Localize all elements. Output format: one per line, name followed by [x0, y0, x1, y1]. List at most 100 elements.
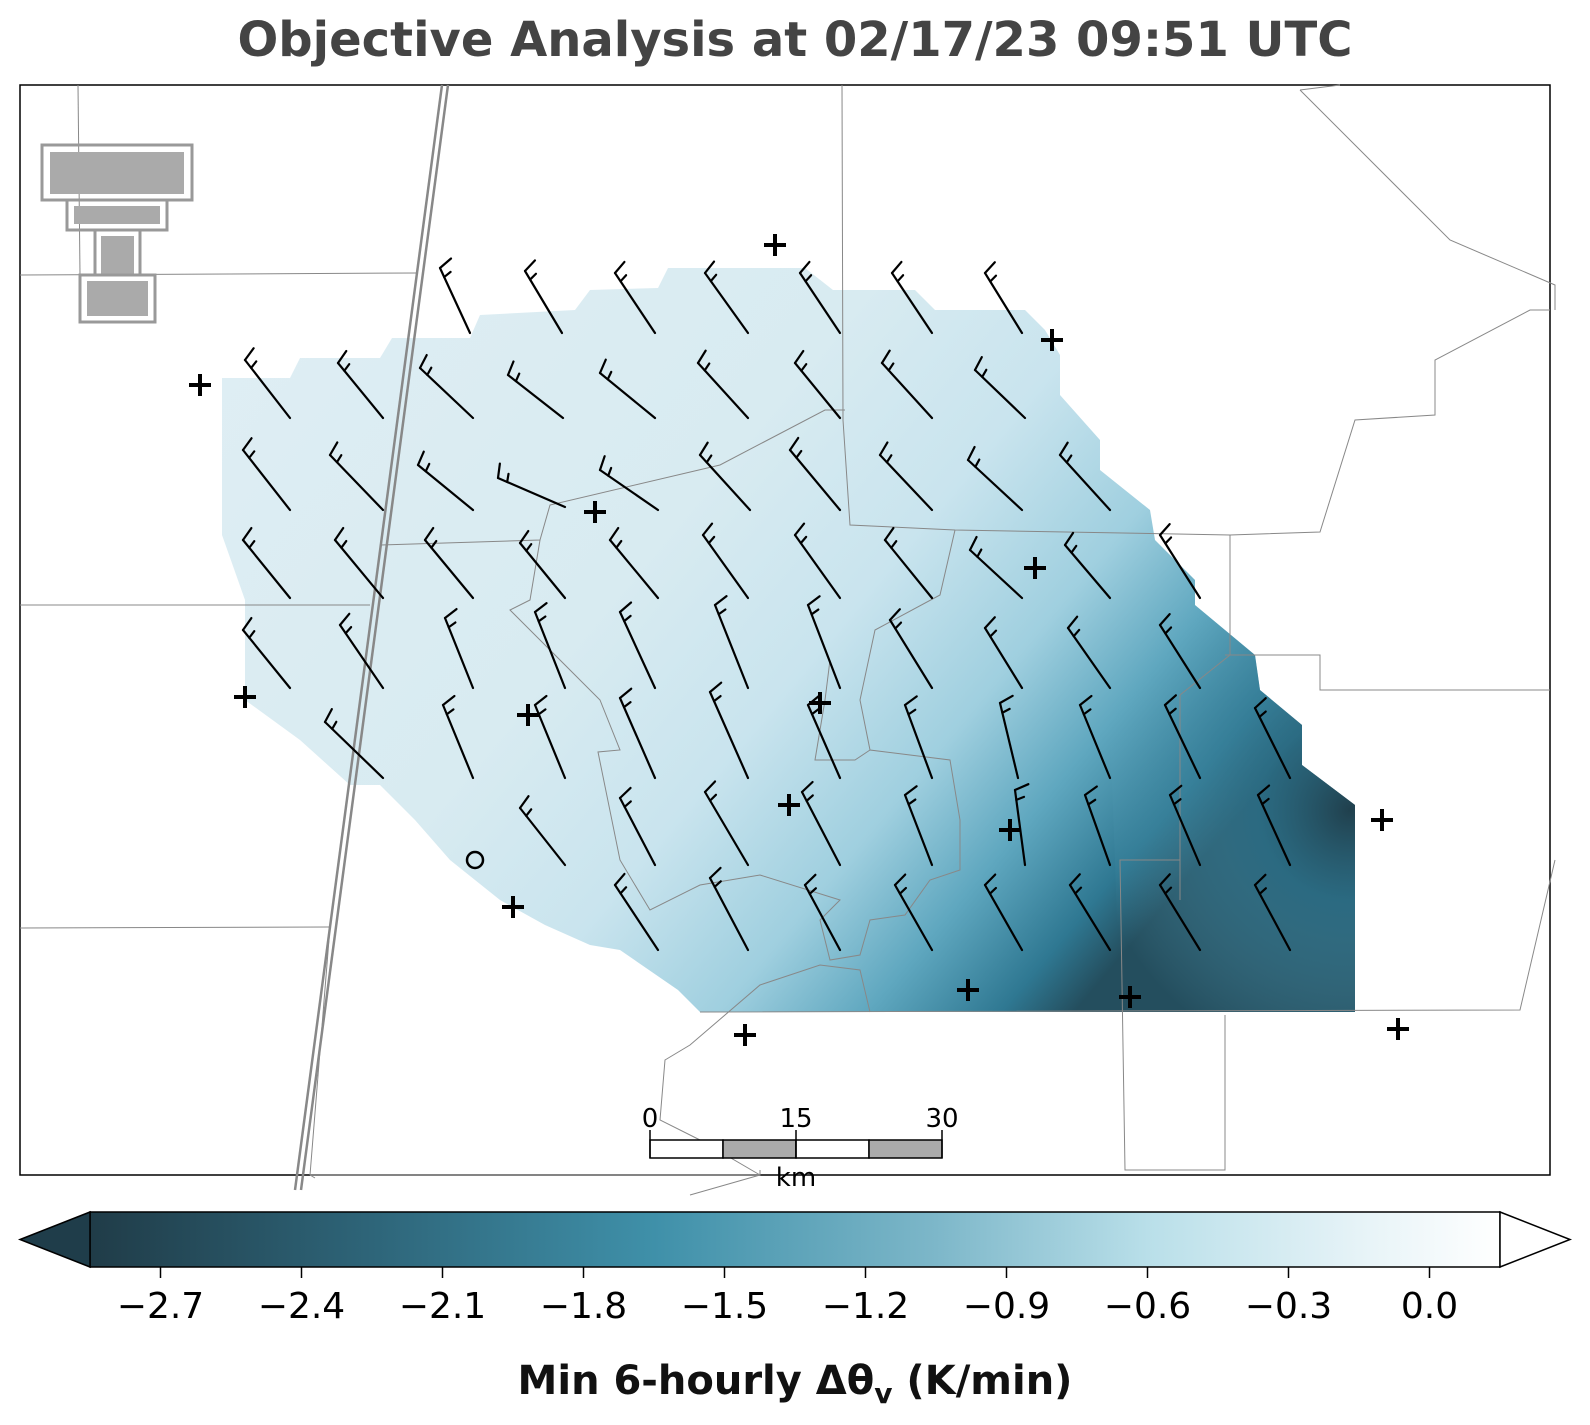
wind-barb-shaft — [888, 618, 934, 690]
wind-barb-shaft — [243, 358, 292, 420]
wind-barb-flag — [1163, 694, 1177, 707]
wind-barb-flag — [441, 694, 456, 707]
wind-barb-half-flag — [619, 886, 628, 895]
wind-barb-half-flag — [709, 273, 718, 283]
wind-barb-flag — [983, 616, 996, 630]
colorbar-tick-label: −1.5 — [681, 1286, 768, 1327]
wind-barb-shaft — [506, 373, 565, 420]
wind-barb-shaft — [1163, 703, 1202, 780]
wind-barb-flag — [1078, 694, 1093, 707]
wind-barb-half-flag — [890, 540, 898, 549]
wind-barb-shaft — [333, 538, 385, 600]
wind-barb-half-flag — [989, 629, 998, 638]
wind-barb-shaft — [1158, 623, 1202, 690]
wind-barb-half-flag — [1070, 544, 1078, 554]
wind-barb-shaft — [903, 703, 934, 780]
station-marker — [957, 979, 979, 1001]
station-marker — [778, 794, 800, 816]
wind-barb-flag — [243, 347, 255, 362]
wind-barb-half-flag — [795, 449, 803, 459]
wind-barb-half-flag — [805, 794, 814, 802]
wind-barb-half-flag — [514, 372, 521, 383]
wind-barb-flag — [598, 455, 606, 472]
wind-barb-flag — [241, 526, 253, 542]
wind-barb-flag — [618, 687, 633, 700]
wind-barb-shaft — [618, 696, 657, 780]
wind-barb-half-flag — [1015, 795, 1026, 802]
wind-barb-shaft — [806, 603, 842, 690]
wind-barb-half-flag — [619, 274, 628, 283]
wind-barb-half-flag — [335, 454, 343, 464]
wind-barb-flag — [703, 780, 717, 794]
wind-barb-shaft — [973, 368, 1027, 420]
wind-barb-flag — [903, 695, 918, 707]
wind-barb-half-flag — [248, 630, 256, 639]
wind-barb-half-flag — [974, 458, 981, 468]
wind-barb-flag — [1158, 873, 1171, 887]
station-marker — [1024, 557, 1046, 579]
wind-barb-half-flag — [250, 360, 258, 370]
wind-barb-half-flag — [430, 539, 438, 549]
wind-barb-half-flag — [898, 886, 908, 895]
wind-barb-flag — [803, 873, 817, 887]
wind-barb-half-flag — [331, 720, 338, 731]
wind-barbs — [241, 257, 1292, 952]
wind-barb-flag — [518, 795, 530, 810]
wind-barb-half-flag — [1168, 707, 1177, 716]
wind-barb-shaft — [1158, 883, 1202, 952]
wind-barb-half-flag — [804, 274, 813, 283]
wind-barb-shaft — [323, 720, 385, 780]
wind-barb-flag — [1083, 785, 1098, 797]
colorbar-tick-label: −0.6 — [1104, 1286, 1191, 1327]
station-marker — [189, 374, 211, 396]
wind-barb-shaft — [1168, 793, 1202, 867]
wind-barb-shaft — [793, 533, 842, 600]
wind-barb-half-flag — [344, 625, 353, 635]
wind-barb-flag — [443, 607, 458, 620]
wind-barb-shaft — [1078, 703, 1112, 780]
wind-barb-half-flag — [885, 454, 893, 464]
wind-barb-shaft — [608, 538, 660, 600]
wind-barb-shaft — [613, 883, 660, 952]
wind-barb-flag — [423, 526, 435, 542]
station-marker — [1041, 329, 1063, 351]
wind-barb-flag — [618, 786, 632, 800]
wind-barb-half-flag — [1065, 454, 1073, 464]
wind-barb-shaft — [618, 610, 657, 690]
wind-barb-shaft — [518, 541, 567, 600]
wind-barb-shaft — [598, 468, 660, 512]
wind-barb-shaft — [1058, 453, 1112, 512]
station-marker — [1119, 986, 1141, 1008]
wind-barb-half-flag — [537, 708, 547, 716]
wind-barb-flag — [618, 601, 633, 614]
wind-barb-flag — [800, 780, 814, 794]
wind-barb-shaft — [523, 269, 564, 335]
wind-barb-half-flag — [1164, 536, 1173, 545]
wind-barb-half-flag — [445, 708, 455, 716]
scale-tick-0: 0 — [642, 1104, 659, 1134]
wind-barb-flag — [613, 260, 626, 275]
wind-barb-shaft — [416, 463, 475, 512]
wind-barb-flag — [878, 441, 889, 457]
wind-barb-flag — [533, 602, 548, 614]
station-marker — [809, 692, 831, 714]
wind-barb-flag — [888, 608, 901, 622]
wind-barb-flag — [613, 872, 626, 887]
wind-barb-shaft — [438, 266, 472, 335]
station-marker — [584, 501, 606, 523]
wind-barb-half-flag — [713, 880, 722, 888]
wind-barb-flag — [533, 694, 548, 707]
wind-barb-flag — [518, 529, 530, 545]
wind-barb-half-flag — [1261, 797, 1270, 806]
wind-barb-shaft — [983, 271, 1024, 335]
wind-barb-half-flag — [705, 454, 713, 464]
wind-barb-flag — [323, 708, 333, 724]
wind-barb-flag — [968, 535, 978, 552]
scale-bar: 0 15 30 km — [642, 1104, 959, 1193]
wind-barb-half-flag — [808, 887, 817, 895]
wind-barb-shaft — [423, 538, 475, 600]
wind-barb-shaft — [883, 538, 934, 600]
wind-barb-flag — [1256, 784, 1271, 797]
wind-barb-shaft — [328, 453, 385, 512]
